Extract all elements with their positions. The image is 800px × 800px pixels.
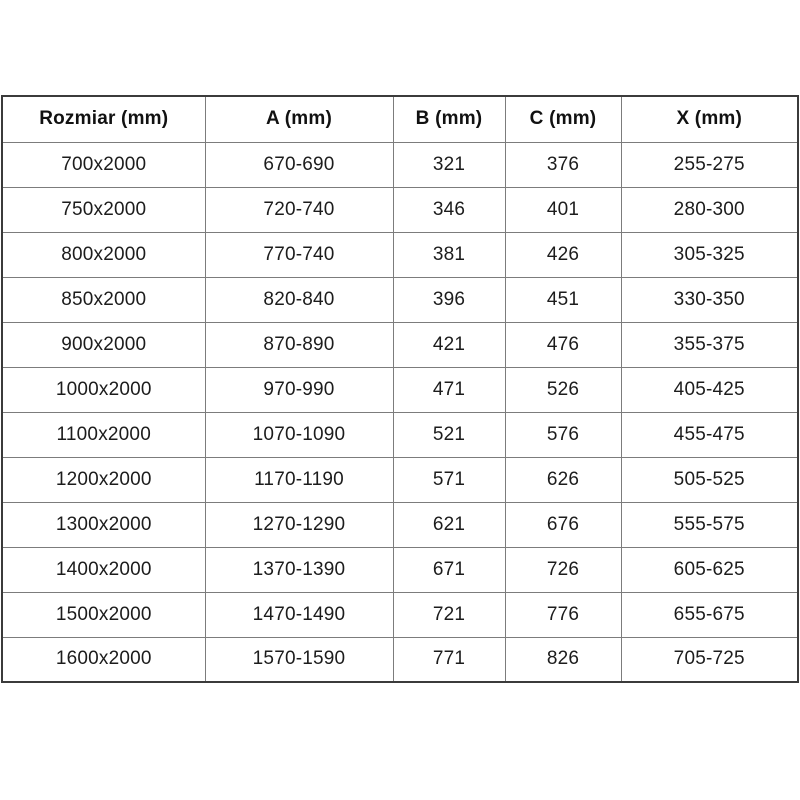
table-cell: 305-325 (620, 231, 799, 278)
table-cell: 451 (504, 276, 622, 323)
table-cell: 1570-1590 (204, 636, 394, 683)
table-cell: 820-840 (204, 276, 394, 323)
table-cell: 476 (504, 321, 622, 368)
table-cell: 1000x2000 (1, 366, 206, 413)
table-cell: 1200x2000 (1, 456, 206, 503)
table-cell: 455-475 (620, 411, 799, 458)
size-table: Rozmiar (mm) A (mm) B (mm) C (mm) X (mm)… (1, 95, 799, 683)
table-cell: 776 (504, 591, 622, 638)
table-cell: 726 (504, 546, 622, 593)
table-row: 900x2000 870-890 421 476 355-375 (1, 321, 799, 368)
table-cell: 970-990 (204, 366, 394, 413)
table-cell: 850x2000 (1, 276, 206, 323)
table-cell: 381 (392, 231, 506, 278)
table-cell: 521 (392, 411, 506, 458)
table-cell: 346 (392, 186, 506, 233)
table-row: 1200x2000 1170-1190 571 626 505-525 (1, 456, 799, 503)
table-cell: 870-890 (204, 321, 394, 368)
table-cell: 396 (392, 276, 506, 323)
table-cell: 1470-1490 (204, 591, 394, 638)
table-cell: 426 (504, 231, 622, 278)
table-cell: 505-525 (620, 456, 799, 503)
header-cell-b: B (mm) (392, 95, 506, 143)
table-cell: 1100x2000 (1, 411, 206, 458)
header-cell-x: X (mm) (620, 95, 799, 143)
table-row: 1100x2000 1070-1090 521 576 455-475 (1, 411, 799, 458)
size-table-body: 700x2000 670-690 321 376 255-275 750x2000 720-… (1, 141, 799, 683)
table-row: 800x2000 770-740 381 426 305-325 (1, 231, 799, 278)
table-cell: 621 (392, 501, 506, 548)
table-cell: 750x2000 (1, 186, 206, 233)
table-cell: 401 (504, 186, 622, 233)
table-cell: 1300x2000 (1, 501, 206, 548)
table-cell: 471 (392, 366, 506, 413)
size-table-header: Rozmiar (mm) A (mm) B (mm) C (mm) X (mm) (1, 95, 799, 143)
table-cell: 1600x2000 (1, 636, 206, 683)
table-cell: 720-740 (204, 186, 394, 233)
table-row: 1600x2000 1570-1590 771 826 705-725 (1, 636, 799, 683)
table-cell: 705-725 (620, 636, 799, 683)
table-cell: 321 (392, 141, 506, 188)
table-cell: 355-375 (620, 321, 799, 368)
table-cell: 421 (392, 321, 506, 368)
table-cell: 1170-1190 (204, 456, 394, 503)
table-cell: 670-690 (204, 141, 394, 188)
table-cell: 376 (504, 141, 622, 188)
header-cell-a: A (mm) (204, 95, 394, 143)
table-row: 1300x2000 1270-1290 621 676 555-575 (1, 501, 799, 548)
table-cell: 655-675 (620, 591, 799, 638)
table-cell: 826 (504, 636, 622, 683)
table-row: 1000x2000 970-990 471 526 405-425 (1, 366, 799, 413)
table-cell: 900x2000 (1, 321, 206, 368)
table-cell: 555-575 (620, 501, 799, 548)
table-row: 1500x2000 1470-1490 721 776 655-675 (1, 591, 799, 638)
table-cell: 571 (392, 456, 506, 503)
table-cell: 526 (504, 366, 622, 413)
table-cell: 576 (504, 411, 622, 458)
table-cell: 700x2000 (1, 141, 206, 188)
table-cell: 721 (392, 591, 506, 638)
table-cell: 605-625 (620, 546, 799, 593)
table-row: 1400x2000 1370-1390 671 726 605-625 (1, 546, 799, 593)
table-cell: 405-425 (620, 366, 799, 413)
table-cell: 1070-1090 (204, 411, 394, 458)
table-row: 750x2000 720-740 346 401 280-300 (1, 186, 799, 233)
header-row: Rozmiar (mm) A (mm) B (mm) C (mm) X (mm) (1, 95, 799, 143)
table-cell: 771 (392, 636, 506, 683)
table-cell: 1370-1390 (204, 546, 394, 593)
table-cell: 800x2000 (1, 231, 206, 278)
header-cell-c: C (mm) (504, 95, 622, 143)
size-table-container: Rozmiar (mm) A (mm) B (mm) C (mm) X (mm)… (1, 95, 799, 683)
table-cell: 671 (392, 546, 506, 593)
table-cell: 280-300 (620, 186, 799, 233)
table-cell: 1400x2000 (1, 546, 206, 593)
table-cell: 770-740 (204, 231, 394, 278)
header-cell-rozmiar: Rozmiar (mm) (1, 95, 206, 143)
table-cell: 255-275 (620, 141, 799, 188)
table-cell: 626 (504, 456, 622, 503)
table-cell: 1270-1290 (204, 501, 394, 548)
table-row: 700x2000 670-690 321 376 255-275 (1, 141, 799, 188)
table-row: 850x2000 820-840 396 451 330-350 (1, 276, 799, 323)
table-cell: 676 (504, 501, 622, 548)
table-cell: 1500x2000 (1, 591, 206, 638)
table-cell: 330-350 (620, 276, 799, 323)
